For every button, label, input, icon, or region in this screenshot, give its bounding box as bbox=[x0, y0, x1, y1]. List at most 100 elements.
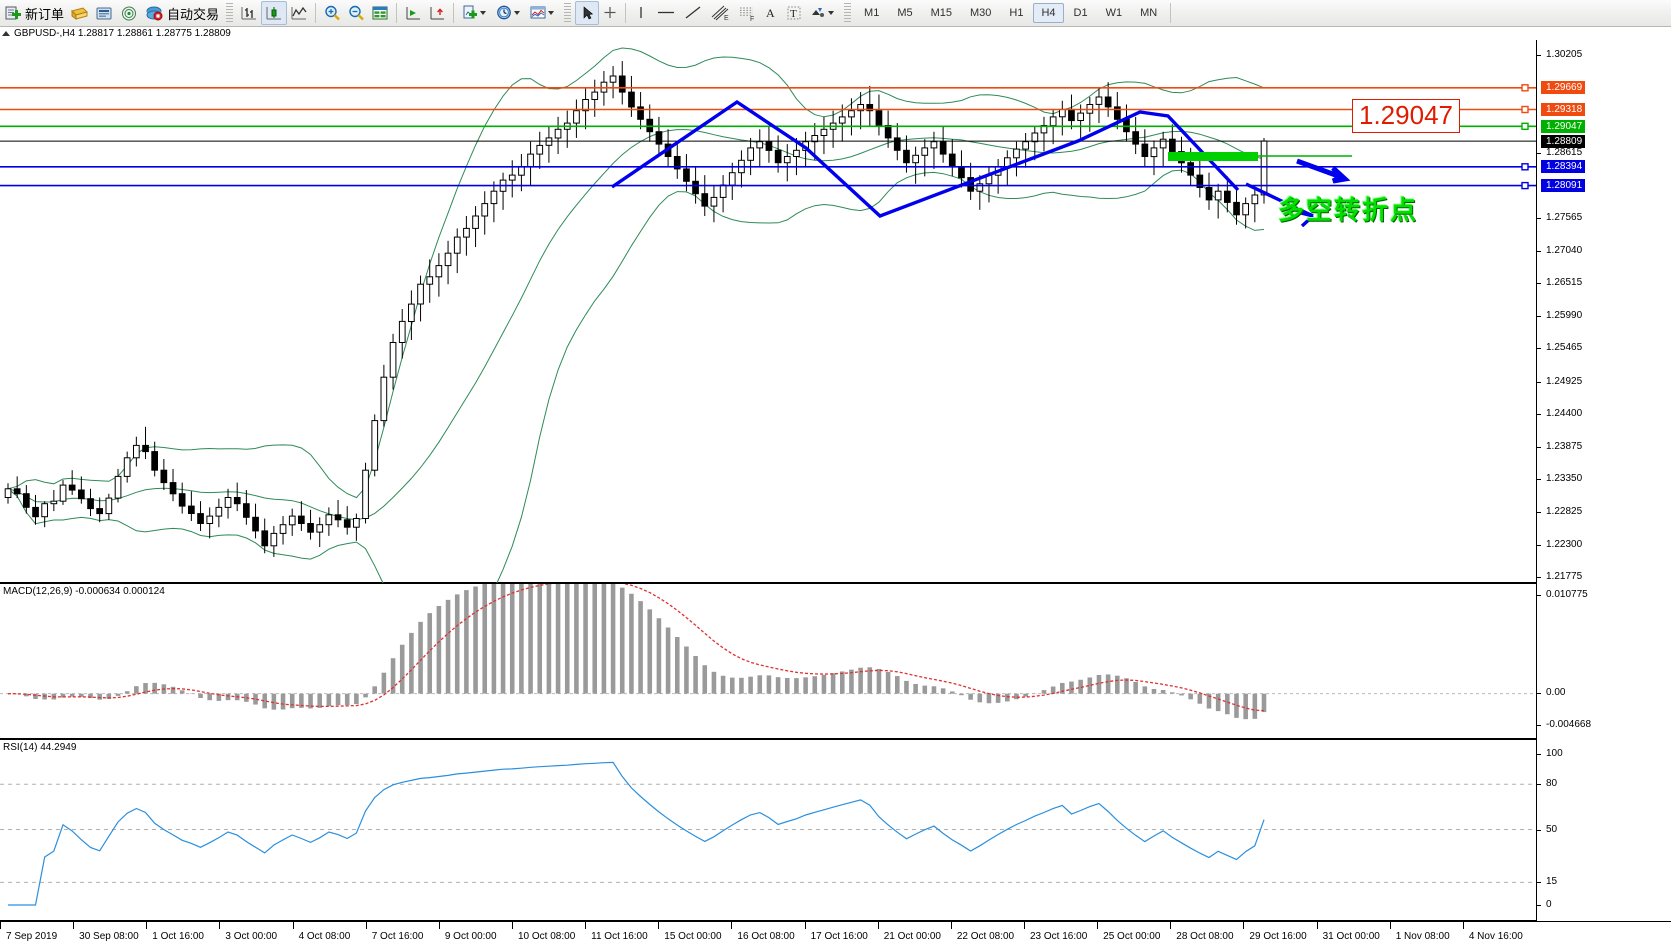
time-tick-mark bbox=[731, 922, 733, 929]
timeframe-m15-button[interactable]: M15 bbox=[930, 7, 952, 19]
timeframe-h1-button[interactable]: H1 bbox=[1009, 7, 1024, 19]
indicators-dropdown-arrow[interactable] bbox=[548, 11, 555, 15]
arrow-long-shaft bbox=[1245, 182, 1314, 218]
cursor-button[interactable] bbox=[575, 1, 600, 25]
time-tick-label: 25 Oct 00:00 bbox=[1103, 931, 1161, 942]
new-chart-button[interactable] bbox=[458, 1, 492, 25]
macd-label: MACD(12,26,9) -0.000634 0.000124 bbox=[3, 586, 165, 597]
rsi-scale-100: 100 bbox=[1546, 748, 1563, 759]
toolbar-grip-3[interactable] bbox=[844, 3, 852, 23]
timeframe-m30-button[interactable]: M30 bbox=[970, 7, 992, 19]
vertical-line-button[interactable] bbox=[630, 1, 652, 25]
price-tick-label: 1.30205 bbox=[1546, 48, 1583, 60]
equidistant-channel-icon: E bbox=[711, 5, 729, 22]
terminal-button[interactable] bbox=[92, 1, 117, 25]
axis-tick bbox=[1537, 754, 1541, 755]
time-tick-label: 11 Oct 16:00 bbox=[591, 931, 648, 942]
macd-canvas[interactable] bbox=[0, 584, 1536, 740]
time-tick-label: 4 Oct 08:00 bbox=[298, 931, 351, 942]
trend-zigzag-line bbox=[611, 99, 1240, 218]
collapse-triangle-icon[interactable] bbox=[2, 31, 10, 36]
timeframe-group: M1 M5 M15 M30 H1 H4 D1 W1 MN bbox=[855, 3, 1166, 23]
time-tick-label: 29 Oct 16:00 bbox=[1249, 931, 1307, 942]
price-badge-target[interactable]: 1.29047 bbox=[1541, 119, 1586, 133]
price-line-handle[interactable] bbox=[1521, 105, 1529, 114]
candle-chart-button[interactable] bbox=[261, 1, 288, 25]
time-tick-label: 21 Oct 00:00 bbox=[883, 931, 941, 942]
symbol-info-bar: GBPUSD-,H4 1.28817 1.28861 1.28775 1.288… bbox=[0, 27, 1671, 40]
price-line-handle[interactable] bbox=[1521, 84, 1529, 92]
timeframe-m5-button[interactable]: M5 bbox=[897, 7, 913, 19]
time-tick-mark bbox=[73, 922, 75, 929]
period-dropdown-arrow[interactable] bbox=[514, 11, 521, 15]
autotrade-button[interactable]: 自动交易 bbox=[142, 1, 222, 25]
price-tick-label: 1.25465 bbox=[1546, 342, 1583, 354]
zoom-out-button[interactable] bbox=[344, 1, 368, 25]
fibonacci-button[interactable]: F bbox=[734, 1, 760, 25]
timeframe-h4-button[interactable]: H4 bbox=[1033, 3, 1064, 23]
data-window-button[interactable] bbox=[368, 1, 392, 25]
price-line-handle[interactable] bbox=[1521, 122, 1529, 131]
timeframe-mn-button[interactable]: MN bbox=[1140, 7, 1158, 19]
price-tick-label: 1.27565 bbox=[1546, 212, 1583, 224]
text-button[interactable]: T bbox=[782, 1, 806, 25]
rsi-canvas[interactable] bbox=[0, 740, 1536, 921]
price-badge-bid[interactable]: 1.28809 bbox=[1541, 134, 1586, 148]
time-tick-label: 16 Oct 08:00 bbox=[737, 931, 795, 942]
time-tick-mark bbox=[1024, 922, 1025, 929]
crosshair-icon bbox=[604, 7, 616, 18]
price-badge-support[interactable]: 1.28091 bbox=[1541, 179, 1586, 193]
price-badge-resistance[interactable]: 1.29669 bbox=[1541, 81, 1586, 95]
equidistant-channel-button[interactable]: E bbox=[706, 1, 734, 25]
new-chart-dropdown-arrow[interactable] bbox=[480, 11, 487, 15]
crosshair-button[interactable] bbox=[599, 1, 621, 25]
time-tick-mark bbox=[1462, 922, 1464, 929]
bollinger-upper-band bbox=[7, 47, 1265, 499]
zoom-in-button[interactable] bbox=[320, 1, 344, 25]
navigator-icon bbox=[122, 6, 137, 20]
toolbar-separator-5 bbox=[1170, 3, 1172, 23]
data-window-icon bbox=[372, 6, 388, 20]
shift-end-button[interactable] bbox=[401, 1, 425, 25]
timeframe-w1-button[interactable]: W1 bbox=[1105, 7, 1123, 19]
macd-pane[interactable]: MACD(12,26,9) -0.000634 0.000124 bbox=[0, 583, 1536, 739]
bar-chart-button[interactable] bbox=[237, 1, 261, 25]
axis-tick bbox=[1537, 54, 1541, 56]
text-icon: T bbox=[787, 6, 801, 20]
time-tick-label: 31 Oct 00:00 bbox=[1322, 931, 1380, 942]
axis-tick bbox=[1537, 692, 1541, 694]
timeframe-d1-button[interactable]: D1 bbox=[1073, 7, 1088, 19]
price-chart-canvas[interactable] bbox=[0, 40, 1536, 583]
time-tick-mark bbox=[585, 922, 587, 929]
line-chart-button[interactable] bbox=[287, 1, 311, 25]
rsi-scale-0: 0 bbox=[1546, 899, 1552, 910]
price-badge-support[interactable]: 1.28394 bbox=[1541, 160, 1586, 174]
svg-text:A: A bbox=[766, 6, 775, 20]
indicators-button[interactable] bbox=[526, 1, 560, 25]
toolbar-grip[interactable] bbox=[226, 3, 234, 23]
trendline-button[interactable] bbox=[680, 1, 706, 25]
period-button[interactable] bbox=[492, 1, 526, 25]
text-label-button[interactable]: A bbox=[760, 1, 782, 25]
arrow-long-head bbox=[1296, 210, 1315, 228]
new-order-button[interactable]: 新订单 bbox=[2, 1, 67, 25]
toolbar-grip-2[interactable] bbox=[564, 3, 572, 23]
shapes-dropdown-arrow[interactable] bbox=[828, 11, 835, 15]
shapes-button[interactable] bbox=[806, 1, 840, 25]
time-tick-label: 1 Nov 08:00 bbox=[1395, 931, 1450, 942]
horizontal-line-button[interactable] bbox=[652, 1, 680, 25]
price-badge-resistance[interactable]: 1.29318 bbox=[1541, 103, 1586, 117]
zoom-in-icon bbox=[325, 5, 340, 21]
timeframe-m1-button[interactable]: M1 bbox=[864, 7, 880, 19]
price-line-handle[interactable] bbox=[1521, 181, 1529, 190]
wallet-button[interactable] bbox=[67, 1, 92, 25]
time-axis[interactable]: 7 Sep 2019 30 Sep 08:00 1 Oct 16:00 3 Oct 0… bbox=[0, 921, 1671, 949]
auto-scroll-button[interactable] bbox=[425, 1, 449, 25]
price-chart-pane[interactable] bbox=[0, 40, 1536, 583]
price-line-handle[interactable] bbox=[1521, 163, 1529, 171]
axis-tick bbox=[1537, 348, 1541, 350]
navigator-button[interactable] bbox=[117, 1, 142, 25]
price-axis[interactable]: 1.30205 1.28615 1.27565 1.27040 1.26515 1.259… bbox=[1536, 40, 1671, 921]
zoom-out-icon bbox=[349, 5, 364, 21]
rsi-pane[interactable]: RSI(14) 44.2949 bbox=[0, 739, 1536, 921]
